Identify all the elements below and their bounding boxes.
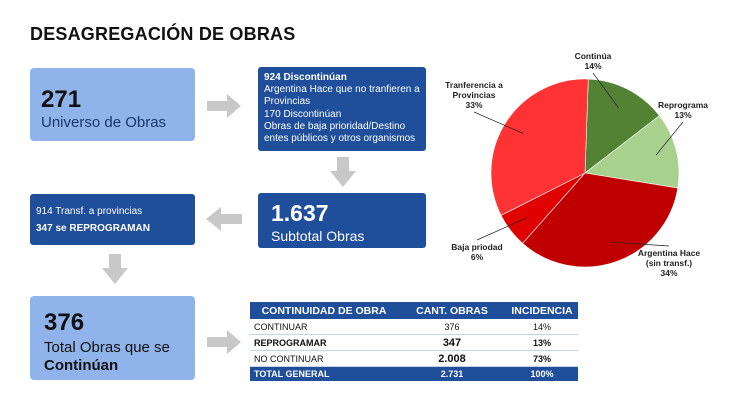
row-count: 376 [398, 319, 506, 335]
pie-leader-line [592, 72, 619, 108]
subtotal-box: 1.637 Subtotal Obras [258, 193, 426, 248]
header-count: CANT. OBRAS [398, 302, 506, 319]
header-continuity: CONTINUIDAD DE OBRA [250, 302, 398, 319]
table-row: NO CONTINUAR 2.008 73% [250, 350, 578, 367]
pie-slice-3 [522, 172, 679, 268]
continuity-table: CONTINUIDAD DE OBRA CANT. OBRAS INCIDENC… [250, 302, 578, 381]
header-incidence: INCIDENCIA [506, 302, 578, 319]
row-share: 13% [506, 334, 578, 351]
pie-slice-5 [490, 78, 589, 216]
pie-label: Baja priodad 6% [451, 242, 502, 262]
pie-chart: Continúa 14% Reprograma 13% Argentina Hace (s… [445, 51, 708, 278]
universe-number: 271 [41, 86, 82, 113]
discontinued-line2-text: Obras de baja prioridad/Destino entes pú… [264, 121, 416, 144]
pie-slice-1 [584, 78, 660, 174]
row-share: 73% [506, 350, 578, 367]
pie-leader-line [609, 241, 670, 247]
table-row: CONTINUAR 376 14% [250, 319, 578, 335]
continue-label: Total Obras que se [44, 339, 170, 356]
arrow-left-1 [206, 207, 242, 231]
row-count: 347 [398, 334, 506, 351]
continue-label-bold: Continúan [44, 357, 119, 374]
transfers-box: 914 Transf. a provincias 347 se REPROGRA… [30, 194, 195, 245]
arrow-right-2 [207, 330, 241, 354]
arrow-right-1 [207, 94, 241, 118]
discontinued-line2-title: 170 Discontinúan [264, 109, 342, 120]
continue-box: 376 Total Obras que se Continúan [30, 296, 195, 380]
subtotal-label: Subtotal Obras [271, 228, 365, 244]
pie-leader-line [655, 121, 684, 156]
row-name: CONTINUAR [250, 319, 398, 335]
discontinued-line1-title: 924 Discontinúan [264, 72, 347, 83]
pie-label: Reprograma 13% [658, 100, 708, 120]
row-name: NO CONTINUAR [250, 350, 398, 367]
universe-box: 271 Universo de Obras [30, 68, 195, 141]
total-share: 100% [506, 366, 578, 381]
table-row: REPROGRAMAR 347 13% [250, 334, 578, 351]
row-count: 2.008 [398, 350, 506, 367]
pie-slice-2 [584, 115, 680, 189]
continue-number: 376 [44, 309, 85, 336]
pie-label: Continúa 14% [575, 51, 612, 71]
discontinued-line1-text: Argentina Hace que no tranfieren a Provi… [264, 84, 420, 107]
table-header-row: CONTINUIDAD DE OBRA CANT. OBRAS INCIDENC… [250, 302, 578, 319]
row-share: 14% [506, 319, 578, 335]
row-name: REPROGRAMAR [250, 334, 398, 351]
pie-leader-line [476, 217, 528, 241]
arrow-down-1 [330, 157, 356, 187]
universe-label: Universo de Obras [41, 114, 167, 131]
table-total-row: TOTAL GENERAL 2.731 100% [250, 366, 578, 381]
transfers-line1: 914 Transf. a provincias [36, 206, 143, 217]
discontinued-box: 924 Discontinúan Argentina Hace que no t… [258, 67, 426, 151]
arrow-down-2 [102, 254, 128, 284]
pie-leader-line [473, 111, 524, 134]
transfers-line2: 347 se REPROGRAMAN [36, 223, 150, 234]
pie-label: Argentina Hace (sin transf.) 34% [638, 248, 701, 278]
subtotal-number: 1.637 [271, 200, 329, 226]
pie-label: Tranferencia a Provincias 33% [445, 80, 503, 110]
page-title: DESAGREGACIÓN DE OBRAS [30, 24, 296, 44]
total-name: TOTAL GENERAL [250, 366, 398, 381]
total-count: 2.731 [398, 366, 506, 381]
